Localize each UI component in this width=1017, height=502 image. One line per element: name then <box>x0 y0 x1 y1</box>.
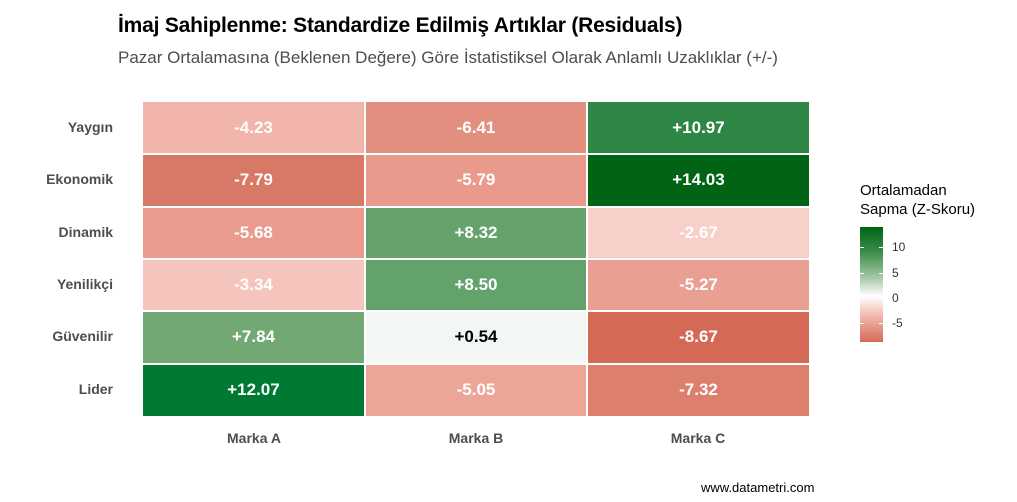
heatmap-cell: -5.68 <box>143 207 364 258</box>
heatmap-cell: -5.79 <box>366 155 586 206</box>
heatmap-cell: +8.50 <box>366 259 586 311</box>
legend-title: Ortalamadan Sapma (Z-Skoru) <box>860 182 976 218</box>
heatmap-cell: -5.27 <box>588 259 809 311</box>
legend-tick-label: 5 <box>892 265 899 280</box>
chart-subtitle: Pazar Ortalamasına (Beklenen Değere) Gör… <box>118 48 778 67</box>
y-axis-label: Yenilikçi <box>56 276 113 293</box>
heatmap-cell: -8.67 <box>588 312 809 363</box>
x-axis-label: Marka A <box>227 430 281 446</box>
heatmap-grid: -4.23 -6.41 +10.97 -7.79 -5.79 +14.03 -5.68 +8.… <box>143 102 809 416</box>
y-axis-label: Ekonomik <box>46 171 113 188</box>
legend-tick-label: 0 <box>892 291 899 306</box>
x-axis-label: Marka C <box>670 430 726 446</box>
legend-colorbar <box>860 227 883 342</box>
y-axis-label: Dinamik <box>58 223 113 240</box>
legend-tick-label: -5 <box>892 316 903 331</box>
chart-title: İmaj Sahiplenme: Standardize Edilmiş Art… <box>118 14 683 37</box>
heatmap-cell: -3.34 <box>143 259 364 311</box>
heatmap-cell: -2.67 <box>588 207 809 258</box>
y-axis-label: Güvenilir <box>52 328 113 345</box>
heatmap-cell: -4.23 <box>143 102 364 154</box>
heatmap-cell: -7.32 <box>588 364 809 416</box>
heatmap-cell: -6.41 <box>366 102 586 154</box>
y-axis-label: Yaygın <box>67 119 113 136</box>
heatmap-cell: +8.32 <box>366 207 586 258</box>
heatmap-cell: +14.03 <box>588 155 809 206</box>
heatmap-cell: +7.84 <box>143 312 364 363</box>
heatmap-cell: +0.54 <box>366 312 586 363</box>
source-footer: www.datametri.com <box>701 480 815 495</box>
y-axis-label: Lider <box>78 380 113 397</box>
legend-tick-label: 10 <box>892 240 906 255</box>
heatmap-cell: -5.05 <box>366 364 586 416</box>
x-axis-label: Marka B <box>448 430 504 446</box>
heatmap-cell: +10.97 <box>588 102 809 154</box>
heatmap-cell: -7.79 <box>143 155 364 206</box>
heatmap-cell: +12.07 <box>143 364 364 416</box>
